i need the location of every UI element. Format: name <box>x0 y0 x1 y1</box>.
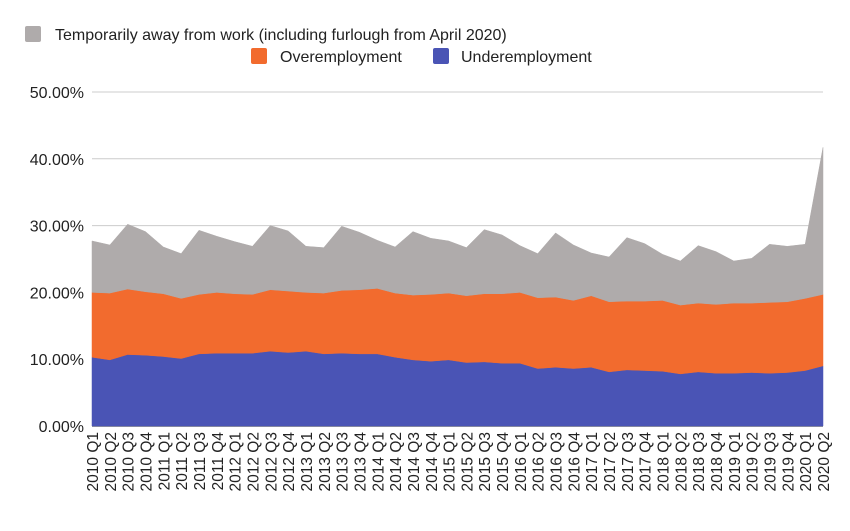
x-tick-label: 2010 Q1 <box>85 432 102 491</box>
x-tick-label: 2018 Q2 <box>673 432 690 491</box>
legend-label-away: Temporarily away from work (including fu… <box>55 27 507 44</box>
x-tick-label: 2018 Q4 <box>709 432 726 492</box>
y-tick-label: 40.00% <box>30 152 84 169</box>
legend-swatch-underemployment <box>433 48 449 64</box>
x-tick-label: 2015 Q1 <box>442 432 459 491</box>
x-tick-label: 2013 Q2 <box>317 432 334 491</box>
x-tick-label: 2013 Q4 <box>352 432 369 492</box>
x-tick-label: 2012 Q4 <box>281 432 298 492</box>
x-tick-label: 2016 Q1 <box>513 432 530 491</box>
x-tick-label: 2013 Q1 <box>299 432 316 491</box>
x-tick-label: 2015 Q4 <box>495 432 512 492</box>
legend: Temporarily away from work (including fu… <box>25 26 592 66</box>
x-tick-label: 2020 Q1 <box>798 432 815 491</box>
x-tick-label: 2016 Q2 <box>531 432 548 491</box>
temporarily-away-area <box>91 147 824 306</box>
x-tick-label: 2015 Q2 <box>459 432 476 491</box>
x-tick-label: 2017 Q2 <box>602 432 619 491</box>
x-tick-label: 2012 Q3 <box>263 432 280 491</box>
y-tick-label: 50.00% <box>30 85 84 102</box>
x-tick-label: 2011 Q4 <box>210 432 227 491</box>
x-tick-label: 2020 Q2 <box>816 432 833 491</box>
area-series <box>91 147 824 427</box>
legend-swatch-away <box>25 26 41 42</box>
x-tick-label: 2010 Q4 <box>138 432 155 492</box>
x-tick-label: 2017 Q1 <box>584 432 601 491</box>
x-tick-label: 2019 Q1 <box>727 432 744 491</box>
x-tick-label: 2016 Q3 <box>549 432 566 491</box>
x-tick-label: 2010 Q3 <box>121 432 138 491</box>
x-tick-label: 2019 Q4 <box>780 432 797 492</box>
x-tick-label: 2015 Q3 <box>477 432 494 491</box>
x-axis-ticks: 2010 Q1 2010 Q2 2010 Q3 2010 Q4 2011 Q1 2011 … <box>85 432 833 492</box>
x-tick-label: 2011 Q2 <box>174 432 191 490</box>
y-axis-ticks: 0.00% 10.00% 20.00% 30.00% 40.00% 50.00% <box>30 85 84 436</box>
y-tick-label: 20.00% <box>30 285 84 302</box>
x-tick-label: 2017 Q3 <box>620 432 637 491</box>
x-tick-label: 2019 Q3 <box>763 432 780 491</box>
x-tick-label: 2012 Q1 <box>228 432 245 491</box>
x-tick-label: 2019 Q2 <box>745 432 762 491</box>
y-tick-label: 0.00% <box>39 419 84 436</box>
x-tick-label: 2012 Q2 <box>245 432 262 491</box>
x-tick-label: 2014 Q3 <box>406 432 423 491</box>
x-tick-label: 2018 Q3 <box>691 432 708 491</box>
x-tick-label: 2014 Q4 <box>424 432 441 492</box>
x-tick-label: 2010 Q2 <box>103 432 120 491</box>
x-tick-label: 2018 Q1 <box>656 432 673 491</box>
legend-label-underemployment: Underemployment <box>461 49 592 66</box>
x-tick-label: 2011 Q1 <box>156 432 173 490</box>
y-tick-label: 30.00% <box>30 219 84 236</box>
legend-swatch-overemployment <box>251 48 267 64</box>
x-tick-label: 2017 Q4 <box>638 432 655 492</box>
x-tick-label: 2014 Q1 <box>370 432 387 491</box>
x-tick-label: 2013 Q3 <box>335 432 352 491</box>
x-tick-label: 2011 Q3 <box>192 432 209 490</box>
y-tick-label: 10.00% <box>30 352 84 369</box>
x-tick-label: 2016 Q4 <box>566 432 583 492</box>
legend-label-overemployment: Overemployment <box>280 49 402 66</box>
x-tick-label: 2014 Q2 <box>388 432 405 491</box>
